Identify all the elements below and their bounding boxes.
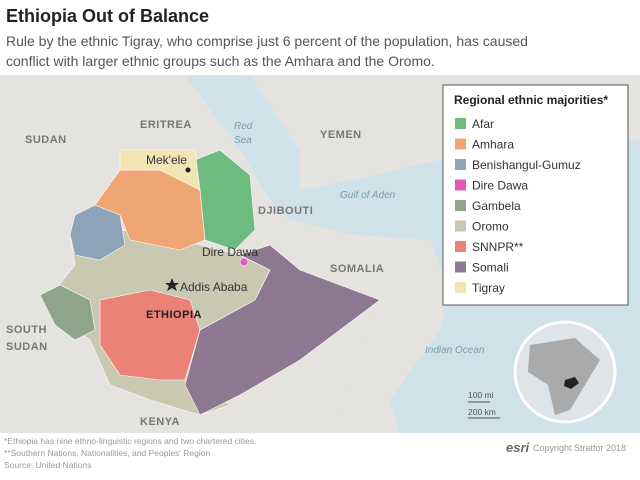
legend-label: Gambela	[472, 199, 521, 213]
legend-label: SNNPR**	[472, 240, 524, 254]
land	[270, 200, 450, 433]
logo: esri	[506, 440, 530, 455]
country-label: KENYA	[140, 416, 180, 428]
legend: Regional ethnic majorities* Afar Amhara Be…	[442, 84, 629, 306]
legend-box	[442, 84, 629, 306]
title: Ethiopia Out of Balance	[6, 6, 209, 26]
region	[184, 244, 381, 416]
legend-label: Benishangul-Gumuz	[472, 158, 581, 172]
country-label: YEMEN	[320, 129, 362, 141]
scale-bar: 100 mi 200 km	[468, 390, 500, 419]
copyright: Copyright Stratfor 2018	[533, 443, 626, 453]
country-label: SOMALIA	[330, 263, 384, 275]
legend-label: Dire Dawa	[472, 179, 528, 193]
country-label: DJIBOUTI	[258, 205, 313, 217]
sea-label: Indian Ocean	[425, 345, 485, 356]
legend-label: Oromo	[472, 220, 509, 234]
city-label: Mek'ele	[146, 153, 187, 167]
legend-swatch	[455, 282, 466, 293]
footnote: Source: United Nations	[4, 460, 91, 470]
subtitle: conflict with larger ethnic groups such …	[6, 53, 435, 69]
region	[194, 149, 256, 251]
legend-swatch	[455, 118, 466, 129]
sea-label: Sea	[234, 135, 252, 146]
legend-label: Tigray	[472, 281, 505, 295]
globe-land	[528, 338, 600, 415]
legend-title: Regional ethnic majorities*	[454, 93, 608, 107]
country-label: ETHIOPIA	[146, 309, 202, 321]
legend-swatch	[455, 159, 466, 170]
region	[239, 257, 249, 267]
capital-star	[165, 278, 179, 291]
region	[99, 289, 201, 381]
legend-swatch	[455, 200, 466, 211]
legend-swatch	[455, 261, 466, 273]
city-label: Dire Dawa	[202, 245, 258, 259]
legend-label: Somali	[472, 261, 509, 275]
legend-swatch	[455, 138, 466, 150]
sea-label: Gulf of Aden	[340, 190, 396, 201]
city-label: Addis Ababa	[180, 280, 248, 294]
legend-label: Amhara	[472, 138, 514, 152]
globe	[513, 320, 617, 424]
globe-highlight	[564, 377, 579, 389]
footnote: **Southern Nations, Nationalities, and P…	[4, 448, 210, 458]
region	[119, 149, 201, 191]
scale-label: 200 km	[468, 407, 496, 417]
footnote: *Ethiopia has nine ethno-linguistic regi…	[4, 436, 256, 446]
country-label: SOUTH	[6, 324, 47, 336]
sea-label: Red	[234, 121, 253, 132]
country-label: SUDAN	[6, 341, 48, 353]
legend-label: Afar	[472, 117, 494, 131]
country-label: ERITREA	[140, 119, 192, 131]
legend-swatch	[455, 179, 466, 191]
scale-label: 100 mi	[468, 390, 494, 400]
subtitle: Rule by the ethnic Tigray, who comprise …	[6, 33, 528, 49]
legend-swatch	[455, 220, 466, 232]
legend-swatch	[455, 241, 466, 252]
city-dot	[185, 167, 191, 173]
country-label: SUDAN	[25, 134, 67, 146]
region	[39, 284, 96, 341]
